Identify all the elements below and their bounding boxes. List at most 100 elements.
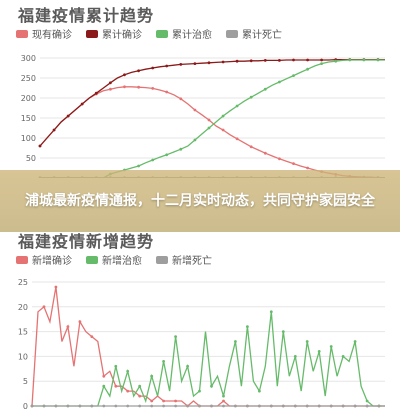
data-point xyxy=(263,59,267,62)
data-point xyxy=(186,364,190,368)
y-tick-label: 200 xyxy=(21,94,36,103)
data-point xyxy=(42,404,46,408)
data-point xyxy=(162,404,166,408)
data-point xyxy=(281,330,285,333)
data-point xyxy=(162,360,166,363)
data-point xyxy=(54,404,58,408)
data-point xyxy=(353,404,357,408)
data-point xyxy=(207,118,211,122)
news-headline: 浦城最新疫情通报，十二月实时动态，共同守护家园安全 xyxy=(25,193,375,209)
series-line xyxy=(39,86,385,178)
new-cases-chart-svg: 25 20 15 10 5 0 xyxy=(18,278,385,411)
data-point xyxy=(210,384,213,388)
data-point xyxy=(348,58,352,62)
data-point xyxy=(179,63,183,66)
data-point xyxy=(102,384,106,388)
data-point xyxy=(109,81,112,85)
data-point xyxy=(235,59,239,63)
data-point xyxy=(306,58,309,62)
news-headline-banner[interactable]: 浦城最新疫情通报，十二月实时动态，共同守护家园安全 xyxy=(0,170,400,232)
data-point xyxy=(235,137,239,141)
legend-swatch xyxy=(86,255,98,264)
y-tick-label: 50 xyxy=(26,154,36,163)
legend-swatch xyxy=(16,29,28,38)
new-cases-chart-panel: 福建疫情新增趋势 新增确诊 新增治愈 新增死亡 25 20 15 10 5 0 xyxy=(0,220,400,413)
legend-item-new-confirmed[interactable]: 新增确诊 xyxy=(16,252,72,267)
data-point xyxy=(258,404,261,408)
series-line xyxy=(40,59,385,178)
data-point xyxy=(165,90,169,94)
data-point xyxy=(114,384,118,388)
data-point xyxy=(151,66,155,70)
data-point xyxy=(193,62,197,65)
data-point xyxy=(221,60,225,64)
data-point xyxy=(150,404,154,408)
data-point xyxy=(186,404,190,408)
y-tick-label: 25 xyxy=(18,278,28,287)
data-point xyxy=(150,399,154,403)
data-point xyxy=(365,399,369,403)
data-point xyxy=(362,58,366,62)
data-point xyxy=(66,325,70,328)
data-point xyxy=(269,404,273,408)
data-point xyxy=(137,69,141,73)
data-point xyxy=(94,91,98,95)
data-point xyxy=(123,85,126,89)
y-tick-label: 10 xyxy=(18,352,28,361)
data-point xyxy=(138,384,142,388)
data-point xyxy=(292,162,295,166)
y-tick-label: 20 xyxy=(18,303,28,312)
data-point xyxy=(317,350,321,353)
legend-item-total-cured[interactable]: 累计治愈 xyxy=(156,26,212,41)
legend-label: 累计死亡 xyxy=(242,30,282,41)
data-point xyxy=(334,59,338,63)
data-point xyxy=(341,404,345,408)
data-point xyxy=(365,404,369,408)
data-point xyxy=(235,104,239,108)
data-point xyxy=(292,74,295,77)
data-point xyxy=(221,128,225,132)
data-point xyxy=(269,310,273,314)
data-point xyxy=(293,355,297,358)
data-point xyxy=(80,102,84,106)
cumulative-legend: 现有确诊 累计确诊 累计治愈 累计死亡 xyxy=(16,26,282,41)
legend-item-total-confirmed[interactable]: 累计确诊 xyxy=(86,26,142,41)
data-point xyxy=(78,320,82,324)
legend-swatch xyxy=(226,29,238,38)
y-tick-label: 250 xyxy=(21,74,36,83)
data-point xyxy=(137,85,141,89)
legend-label: 新增死亡 xyxy=(172,256,212,267)
data-point xyxy=(278,59,281,62)
data-point xyxy=(207,126,211,130)
data-point xyxy=(78,404,82,408)
data-point xyxy=(317,404,321,408)
legend-item-new-deaths[interactable]: 新增死亡 xyxy=(156,252,212,267)
data-point xyxy=(162,399,166,403)
data-point xyxy=(138,404,142,408)
data-point xyxy=(151,87,155,90)
legend-label: 累计治愈 xyxy=(172,30,212,41)
legend-item-current-confirmed[interactable]: 现有确诊 xyxy=(16,26,72,41)
data-point xyxy=(249,95,253,99)
legend-item-total-deaths[interactable]: 累计死亡 xyxy=(226,26,282,41)
data-point xyxy=(210,404,213,408)
data-point xyxy=(38,144,42,148)
data-point xyxy=(306,166,309,170)
data-point xyxy=(193,138,197,142)
cumulative-chart-svg: 300 250 200 150 100 50 xyxy=(21,54,385,178)
data-point xyxy=(30,404,34,408)
data-point xyxy=(207,61,211,65)
data-point xyxy=(54,285,58,289)
data-point xyxy=(329,345,333,348)
data-point xyxy=(281,404,285,408)
data-point xyxy=(52,128,56,132)
data-point xyxy=(377,404,381,408)
legend-swatch xyxy=(156,29,168,38)
legend-item-new-cured[interactable]: 新增治愈 xyxy=(86,252,142,267)
data-point xyxy=(137,164,141,168)
data-point xyxy=(376,58,380,62)
cumulative-chart-panel: 福建疫情累计趋势 现有确诊 累计确诊 累计治愈 累计死亡 300 250 200 15… xyxy=(0,0,400,178)
data-point xyxy=(320,62,323,65)
data-point xyxy=(246,325,249,328)
data-point xyxy=(123,73,126,77)
